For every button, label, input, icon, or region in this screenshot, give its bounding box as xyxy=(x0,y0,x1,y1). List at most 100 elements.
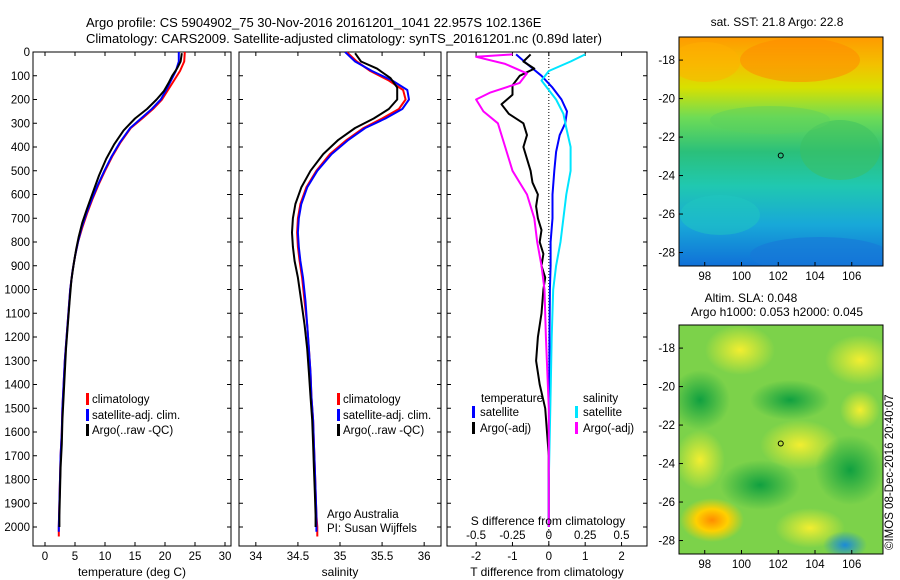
map-x-tick-label: 102 xyxy=(769,559,788,571)
legend-argo-label: Argo(..raw -QC) xyxy=(92,425,173,437)
series-line xyxy=(540,53,586,527)
x-tick-label: 15 xyxy=(129,551,142,563)
series-line xyxy=(500,53,550,527)
temperature-legend: climatology satellite-adj. clim. Argo(..… xyxy=(86,393,180,437)
x-tick-label: 1 xyxy=(582,551,588,563)
depth-tick-label: 900 xyxy=(11,261,30,273)
depth-tick-label: 500 xyxy=(11,166,30,178)
x-tick-label: 25 xyxy=(189,551,202,563)
sst-map-title: sat. SST: 21.8 Argo: 22.8 xyxy=(711,15,844,29)
depth-tick-label: 600 xyxy=(11,190,30,202)
map-y-tick-label: -18 xyxy=(658,343,675,355)
sla-map-title-2: Argo h1000: 0.053 h2000: 0.045 xyxy=(691,305,863,319)
sla-map xyxy=(679,325,883,554)
profile-location-marker xyxy=(777,152,784,159)
agency-label: Argo Australia xyxy=(327,509,399,521)
imos-credit: ©IMOS 08-Dec-2016 20:40:07 xyxy=(884,394,896,550)
map-y-tick-label: -20 xyxy=(658,94,675,106)
map-y-tick-label: -24 xyxy=(658,459,675,471)
map-x-tick-label: 100 xyxy=(732,559,751,571)
x-tick-label: 35 xyxy=(334,551,347,563)
legend-t-argo-label: Argo(-adj) xyxy=(480,423,531,435)
x-tick-label: 34 xyxy=(249,551,262,563)
legend-satellite-swatch xyxy=(337,409,340,421)
map-x-tick-label: 98 xyxy=(698,559,711,571)
depth-tick-label: 1300 xyxy=(4,356,30,368)
depth-tick-label: 300 xyxy=(11,118,30,130)
x-tick-label: 30 xyxy=(219,551,232,563)
depth-tick-label: 1400 xyxy=(4,380,30,392)
difference-plot-frame xyxy=(446,51,648,547)
series-line xyxy=(57,52,180,532)
legend-argo-swatch xyxy=(86,424,89,436)
series-line xyxy=(475,53,550,527)
map-y-tick-label: -26 xyxy=(658,497,675,509)
x-tick-label: 10 xyxy=(99,551,112,563)
legend-t-satellite-label: satellite xyxy=(480,407,519,419)
map-x-tick-label: 104 xyxy=(805,559,825,571)
legend-satellite-label: satellite-adj. clim. xyxy=(92,410,180,422)
sla-map-frame xyxy=(678,324,884,555)
legend-t-argo-swatch xyxy=(472,422,475,434)
depth-tick-label: 0 xyxy=(24,47,30,59)
depth-tick-label: 100 xyxy=(11,71,30,83)
map-y-tick-label: -28 xyxy=(658,536,675,548)
legend-satellite-label: satellite-adj. clim. xyxy=(343,410,431,422)
map-x-tick-label: 106 xyxy=(842,559,861,571)
salinity-plot: 34 34.5 35 35.5 36 xyxy=(239,51,441,563)
s-difference-xlabel: S difference from climatology xyxy=(471,514,626,528)
series-line xyxy=(515,53,568,527)
map-y-tick-label: -22 xyxy=(658,132,675,144)
x-tick-label: 35.5 xyxy=(371,551,393,563)
depth-tick-label: 800 xyxy=(11,237,30,249)
s-tick-label: -0.25 xyxy=(499,530,525,542)
legend-climatology-label: climatology xyxy=(92,394,150,406)
depth-tick-label: 200 xyxy=(11,95,30,107)
map-y-tick-label: -20 xyxy=(658,382,675,394)
x-tick-label: 20 xyxy=(159,551,172,563)
depth-tick-label: 1700 xyxy=(4,451,30,463)
sla-map-title-1: Altim. SLA: 0.048 xyxy=(705,291,798,305)
map-x-tick-label: 98 xyxy=(698,271,711,283)
x-tick-label: -1 xyxy=(507,551,517,563)
legend-s-satellite-label: satellite xyxy=(583,407,622,419)
series-line xyxy=(58,53,183,527)
legend-climatology-swatch xyxy=(337,393,340,405)
profile-location-marker xyxy=(777,440,784,447)
legend-salinity-heading: salinity xyxy=(583,393,618,405)
x-tick-label: 5 xyxy=(72,551,78,563)
legend-temperature-heading: temperature xyxy=(481,393,543,405)
depth-tick-label: 1100 xyxy=(5,308,30,320)
x-tick-label: 2 xyxy=(618,551,624,563)
legend-argo-label: Argo(..raw -QC) xyxy=(343,425,424,437)
legend-s-satellite-swatch xyxy=(575,406,578,418)
legend-argo-swatch xyxy=(337,424,340,436)
temperature-xlabel: temperature (deg C) xyxy=(78,565,186,579)
x-tick-label: 36 xyxy=(418,551,431,563)
depth-tick-label: 1800 xyxy=(4,475,30,487)
header-line-2: Climatology: CARS2009. Satellite-adjuste… xyxy=(86,31,602,46)
series-line xyxy=(291,52,399,527)
map-x-tick-label: 106 xyxy=(842,271,861,283)
legend-satellite-swatch xyxy=(86,409,89,421)
x-tick-label: 0 xyxy=(546,551,552,563)
depth-tick-label: 1000 xyxy=(4,285,30,297)
temperature-plot-frame xyxy=(32,51,232,547)
legend-s-argo-label: Argo(-adj) xyxy=(583,423,634,435)
legend-climatology-label: climatology xyxy=(343,394,401,406)
depth-tick-label: 700 xyxy=(11,213,30,225)
difference-legend: temperature salinity satellite Argo(-adj… xyxy=(472,393,634,435)
sst-map xyxy=(679,37,883,266)
map-x-tick-label: 102 xyxy=(769,271,788,283)
salinity-xlabel: salinity xyxy=(322,565,359,579)
s-tick-label: 0.25 xyxy=(574,530,596,542)
depth-tick-label: 1500 xyxy=(4,403,30,415)
depth-tick-label: 1900 xyxy=(4,498,30,510)
t-difference-xlabel: T difference from climatology xyxy=(470,565,624,579)
salinity-legend: climatology satellite-adj. clim. Argo(..… xyxy=(337,393,431,437)
map-y-tick-label: -28 xyxy=(658,248,675,260)
header-line-1: Argo profile: CS 5904902_75 30-Nov-2016 … xyxy=(86,15,542,30)
map-x-tick-label: 100 xyxy=(732,271,751,283)
x-tick-label: 0 xyxy=(42,551,48,563)
